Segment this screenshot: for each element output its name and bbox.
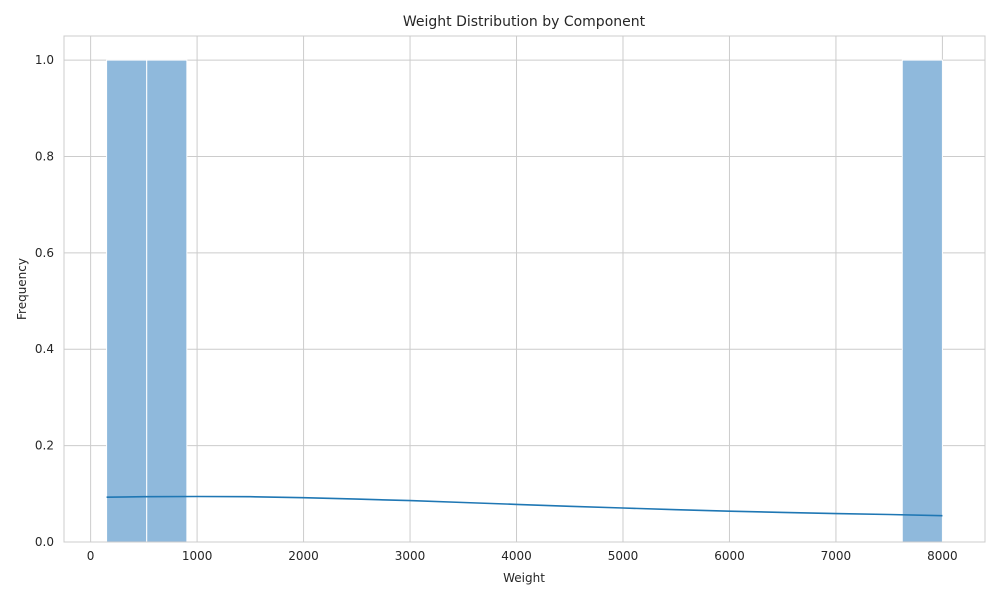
- x-grid: [90, 36, 943, 542]
- histogram-bar: [901, 59, 943, 543]
- y-tick-label: 0.4: [35, 342, 54, 356]
- x-axis-label: Weight: [503, 571, 545, 585]
- histogram-bars: [106, 59, 943, 543]
- kde-line: [106, 495, 943, 517]
- x-tick-label: 1000: [182, 549, 213, 563]
- y-grid: [64, 59, 985, 543]
- histogram-bar: [106, 59, 148, 543]
- y-tick-label: 0.8: [35, 149, 54, 163]
- histogram-bar: [146, 59, 188, 543]
- x-tick-label: 3000: [395, 549, 426, 563]
- x-tick-labels: 0 1000 2000 3000 4000 5000 6000 7000 8000: [87, 549, 958, 563]
- x-tick-label: 2000: [288, 549, 319, 563]
- x-tick-label: 0: [87, 549, 95, 563]
- x-tick-label: 6000: [714, 549, 745, 563]
- y-tick-label: 0.0: [35, 535, 54, 549]
- x-tick-label: 5000: [608, 549, 639, 563]
- x-tick-label: 8000: [927, 549, 958, 563]
- kde-curve-group: [106, 495, 943, 517]
- plot-frame: [63, 35, 986, 543]
- y-tick-label: 1.0: [35, 53, 54, 67]
- y-tick-label: 0.6: [35, 246, 54, 260]
- y-axis-label: Frequency: [15, 258, 29, 320]
- x-tick-label: 7000: [821, 549, 852, 563]
- x-tick-label: 4000: [501, 549, 532, 563]
- y-tick-labels: 0.0 0.2 0.4 0.6 0.8 1.0: [35, 53, 54, 549]
- y-tick-label: 0.2: [35, 439, 54, 453]
- chart-title: Weight Distribution by Component: [403, 14, 646, 30]
